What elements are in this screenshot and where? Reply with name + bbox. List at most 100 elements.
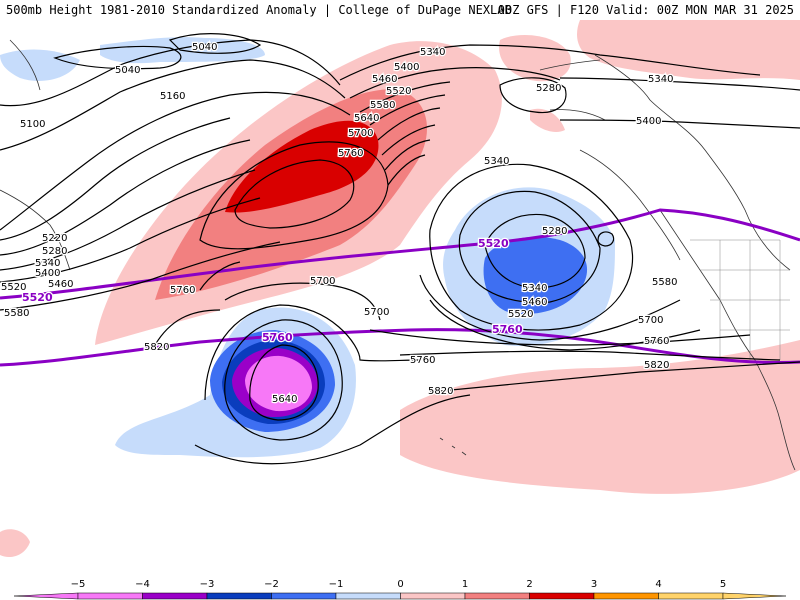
contour-5400-n [349, 67, 561, 99]
height-contours [0, 33, 800, 465]
contour-high-inner [234, 159, 355, 229]
state-borders [690, 239, 790, 360]
contour-5460-w [0, 197, 261, 283]
contour-5580-n [377, 107, 441, 141]
colorbar-tick-label: −5 [71, 579, 86, 590]
contour-5220 [0, 91, 351, 231]
contour-5580-e [429, 299, 701, 351]
height-labels: 5040 5040 5100 5160 5220 5280 5340 5400 … [0, 41, 679, 407]
contour-low-inner [484, 213, 586, 289]
colorbar-segment-neg5 [77, 592, 143, 600]
contour-low-mid [458, 190, 601, 304]
label-5340-n: 5340 [420, 47, 445, 58]
map-title: 500mb Height 1981-2010 Standardized Anom… [6, 3, 512, 17]
alaska-coast [594, 54, 791, 271]
colorbar-segment-neg3 [206, 592, 272, 600]
colorbar-arrow-high [722, 592, 787, 600]
contour-5760-n [387, 154, 426, 186]
contour-5520-purple [0, 208, 800, 300]
contour-5280-e [499, 77, 567, 114]
label-5100: 5100 [20, 119, 45, 130]
label-5340-ne: 5340 [648, 74, 673, 85]
colorbar-segment-pos4 [593, 592, 659, 600]
label-5520-w: 5520 [1, 282, 26, 293]
colorbar-tick-label: 1 [462, 579, 468, 590]
label-5580-e: 5580 [652, 277, 677, 288]
contour-high-outer [199, 141, 389, 250]
colorbar-segment-neg1 [335, 592, 401, 600]
label-5700-a: 5700 [310, 276, 335, 287]
colorbar-segments [13, 592, 787, 600]
label-5580-n: 5580 [370, 100, 395, 111]
negative-anomaly-shading [0, 37, 615, 458]
contour-5580-w [0, 241, 281, 311]
label-5520-n: 5520 [386, 86, 411, 97]
label-5280-e: 5280 [536, 83, 561, 94]
purple-contour-labels: 5520 5520 5760 5760 [21, 236, 524, 346]
contour-5820-mid [154, 309, 471, 465]
label-5340-l: 5340 [522, 283, 547, 294]
contour-5040-a [53, 45, 182, 70]
contour-5700-s [224, 319, 343, 441]
colorbar-tick-labels: −5 −4 −3 −2 −1 0 1 2 3 4 5 [71, 579, 727, 590]
label-5280-w: 5280 [42, 246, 67, 257]
label-5340-e: 5340 [484, 156, 509, 167]
contour-5280-w [0, 117, 231, 241]
colorbar-tick-label: −1 [329, 579, 344, 590]
colorbar-tick-label: 2 [526, 579, 532, 590]
contour-low-core [597, 231, 615, 247]
contour-5760-mid [204, 304, 421, 401]
label-5640-n: 5640 [354, 113, 379, 124]
contour-low-outer [429, 163, 634, 331]
label-5400-w: 5400 [35, 268, 60, 279]
label-5640-s: 5640 [272, 394, 297, 405]
contour-5700-e [369, 329, 751, 346]
contour-5640-n [381, 124, 436, 156]
colorbar-tick-label: 3 [591, 579, 597, 590]
label-5760-w: 5760 [170, 285, 195, 296]
label-5820-mid: 5820 [428, 386, 453, 397]
colorbar-tick-label: −4 [135, 579, 150, 590]
label-5760-purple-e: 5760 [492, 323, 523, 336]
anomaly-pos1-subtropical [400, 340, 800, 494]
label-5040-b: 5040 [115, 65, 140, 76]
asia-coast [0, 189, 71, 271]
label-5820-e: 5820 [644, 360, 669, 371]
anomaly-colorbar: −5 −4 −3 −2 −1 0 1 2 3 4 5 [0, 576, 800, 600]
colorbar-segment-neg2 [271, 592, 337, 600]
colorbar-tick-label: −3 [200, 579, 215, 590]
hawaii-islands [439, 437, 467, 456]
label-5040-a: 5040 [192, 42, 217, 53]
label-5220: 5220 [42, 233, 67, 244]
contour-5820-e [429, 361, 800, 393]
contour-5520-l [419, 274, 681, 341]
label-5760-n: 5760 [338, 148, 363, 159]
colorbar-segment-pos5 [658, 592, 724, 600]
label-5820-w: 5820 [144, 342, 169, 353]
baja-coast [754, 359, 796, 471]
contour-5340-w [0, 139, 251, 256]
contour-5760-purple [0, 328, 800, 367]
contour-5760-e [399, 350, 781, 361]
label-5460-l: 5460 [522, 297, 547, 308]
colorbar-segment-neg4 [142, 592, 208, 600]
label-5760-mid: 5760 [410, 355, 435, 366]
map-header: 500mb Height 1981-2010 Standardized Anom… [0, 0, 800, 20]
label-5400-n: 5400 [394, 62, 419, 73]
label-5460-n: 5460 [372, 74, 397, 85]
anomaly-pos3-core [225, 120, 379, 213]
label-5520-purple-e: 5520 [478, 237, 509, 250]
label-5520-purple-w: 5520 [22, 291, 53, 304]
label-5280-l: 5280 [542, 226, 567, 237]
contour-5340-e [559, 77, 800, 91]
label-5520-l: 5520 [508, 309, 533, 320]
label-5160: 5160 [160, 91, 185, 102]
label-5700-n: 5700 [348, 128, 373, 139]
contour-5340-n [339, 44, 761, 81]
label-5580-w: 5580 [4, 308, 29, 319]
anomaly-neg5-south-low [245, 355, 312, 412]
contour-5700-n [384, 139, 431, 171]
contour-5700-ring [224, 282, 381, 321]
contour-5460-n [359, 81, 451, 113]
colorbar-tick-label: 5 [720, 579, 726, 590]
